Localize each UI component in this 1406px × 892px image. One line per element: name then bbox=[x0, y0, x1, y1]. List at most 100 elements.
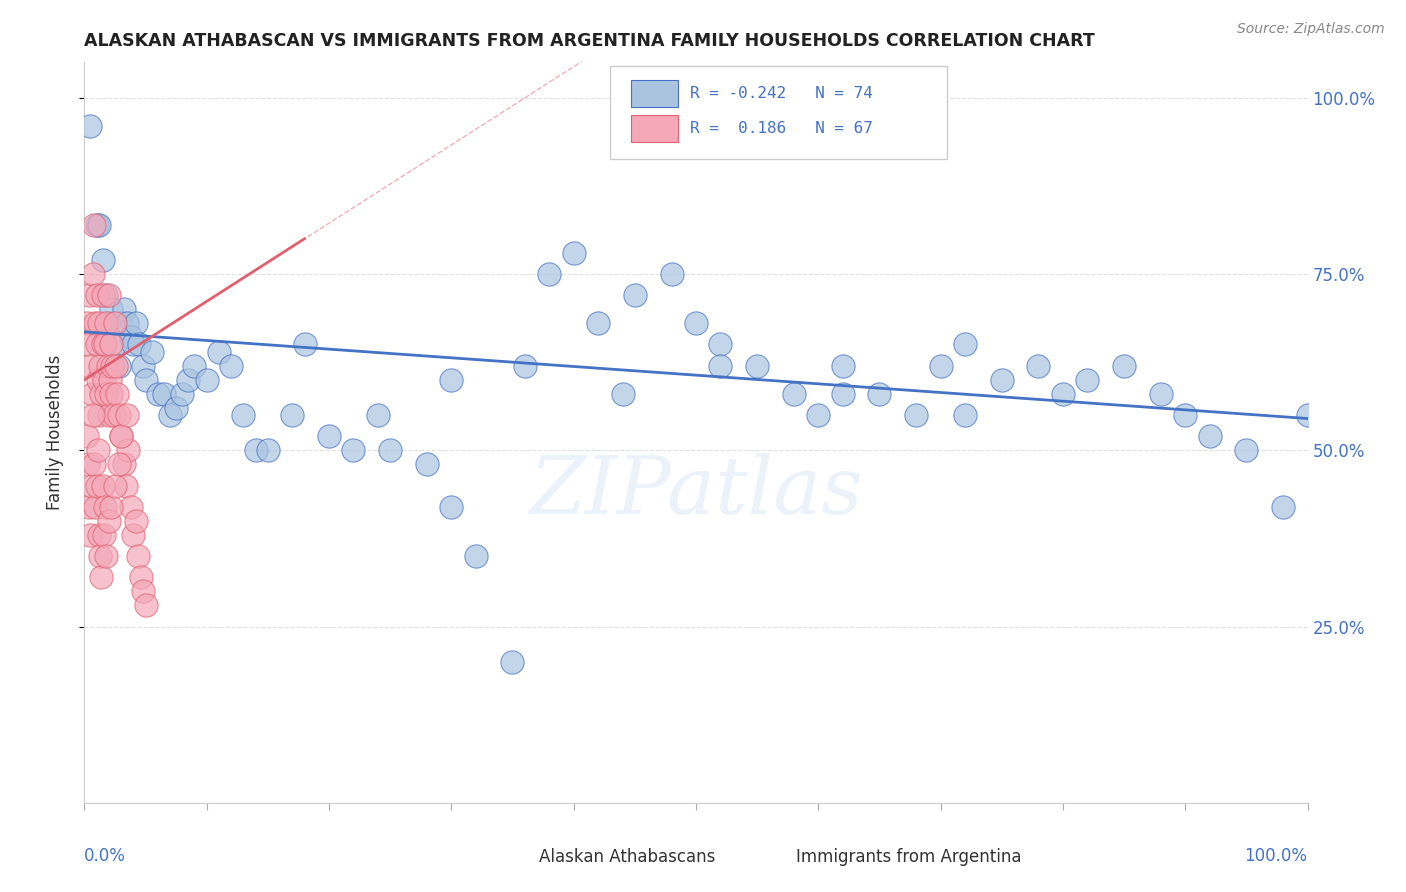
Point bbox=[115, 316, 138, 330]
Point bbox=[79, 119, 101, 133]
Point bbox=[195, 373, 218, 387]
Point bbox=[76, 429, 98, 443]
Point bbox=[128, 337, 150, 351]
Point bbox=[245, 443, 267, 458]
Point bbox=[112, 458, 135, 472]
Point bbox=[165, 401, 187, 415]
Point bbox=[96, 288, 118, 302]
Point bbox=[87, 443, 110, 458]
Point bbox=[91, 252, 114, 267]
Text: 0.0%: 0.0% bbox=[84, 847, 127, 865]
Point bbox=[96, 316, 118, 330]
Point bbox=[1296, 408, 1319, 422]
Point bbox=[100, 500, 122, 514]
Point bbox=[219, 359, 242, 373]
Text: Source: ZipAtlas.com: Source: ZipAtlas.com bbox=[1237, 22, 1385, 37]
Point bbox=[709, 337, 731, 351]
Point bbox=[93, 528, 115, 542]
Point bbox=[100, 387, 122, 401]
Text: 100.0%: 100.0% bbox=[1244, 847, 1308, 865]
Point bbox=[86, 288, 108, 302]
Point bbox=[120, 330, 142, 344]
Point bbox=[135, 373, 157, 387]
Point bbox=[77, 288, 100, 302]
Point bbox=[953, 337, 976, 351]
Point bbox=[115, 478, 138, 492]
Point bbox=[709, 359, 731, 373]
Point bbox=[84, 316, 107, 330]
Point bbox=[82, 267, 104, 281]
Point bbox=[122, 337, 145, 351]
Point bbox=[104, 316, 127, 330]
Point bbox=[1272, 500, 1295, 514]
Point bbox=[1236, 443, 1258, 458]
Point bbox=[110, 429, 132, 443]
Point bbox=[104, 478, 127, 492]
Point bbox=[87, 408, 110, 422]
Point bbox=[440, 500, 463, 514]
Point bbox=[318, 429, 340, 443]
Point bbox=[953, 408, 976, 422]
Point bbox=[831, 359, 853, 373]
Text: Alaskan Athabascans: Alaskan Athabascans bbox=[540, 848, 716, 866]
Point bbox=[101, 359, 124, 373]
Point bbox=[146, 387, 169, 401]
Point bbox=[502, 655, 524, 669]
Point bbox=[115, 408, 138, 422]
Point bbox=[538, 267, 561, 281]
Point bbox=[91, 337, 114, 351]
Point bbox=[1076, 373, 1098, 387]
Point bbox=[107, 458, 129, 472]
Point bbox=[87, 316, 110, 330]
Point bbox=[120, 500, 142, 514]
Point bbox=[87, 373, 110, 387]
Point bbox=[177, 373, 200, 387]
Point bbox=[77, 337, 100, 351]
Point bbox=[104, 337, 127, 351]
Bar bbox=[758, 849, 787, 866]
Point bbox=[991, 373, 1014, 387]
Bar bbox=[501, 849, 531, 866]
Point bbox=[831, 387, 853, 401]
Point bbox=[76, 316, 98, 330]
Point bbox=[869, 387, 891, 401]
Point bbox=[257, 443, 280, 458]
Point bbox=[89, 359, 111, 373]
Point bbox=[79, 359, 101, 373]
Point bbox=[97, 359, 120, 373]
Y-axis label: Family Households: Family Households bbox=[45, 355, 63, 510]
Point bbox=[905, 408, 928, 422]
Point bbox=[513, 359, 536, 373]
Point bbox=[90, 570, 112, 584]
Point bbox=[135, 599, 157, 613]
Point bbox=[464, 549, 486, 563]
Point bbox=[80, 387, 103, 401]
Point bbox=[807, 408, 830, 422]
Point bbox=[79, 528, 101, 542]
Point bbox=[91, 288, 114, 302]
Point bbox=[84, 500, 107, 514]
Point bbox=[127, 549, 149, 563]
Text: Immigrants from Argentina: Immigrants from Argentina bbox=[796, 848, 1022, 866]
Point bbox=[105, 359, 128, 373]
Text: ZIPatlas: ZIPatlas bbox=[529, 453, 863, 531]
Point bbox=[208, 344, 231, 359]
Point bbox=[1150, 387, 1173, 401]
Point bbox=[1114, 359, 1136, 373]
Point bbox=[80, 478, 103, 492]
Point bbox=[112, 302, 135, 317]
Point bbox=[129, 570, 152, 584]
Point bbox=[586, 316, 609, 330]
Point bbox=[105, 387, 128, 401]
Point bbox=[1028, 359, 1050, 373]
Point bbox=[685, 316, 707, 330]
Point bbox=[783, 387, 806, 401]
Point bbox=[1198, 429, 1220, 443]
Point bbox=[103, 408, 125, 422]
Point bbox=[440, 373, 463, 387]
FancyBboxPatch shape bbox=[610, 66, 946, 159]
Point bbox=[87, 528, 110, 542]
Point bbox=[132, 359, 155, 373]
Point bbox=[91, 478, 114, 492]
Point bbox=[612, 387, 634, 401]
